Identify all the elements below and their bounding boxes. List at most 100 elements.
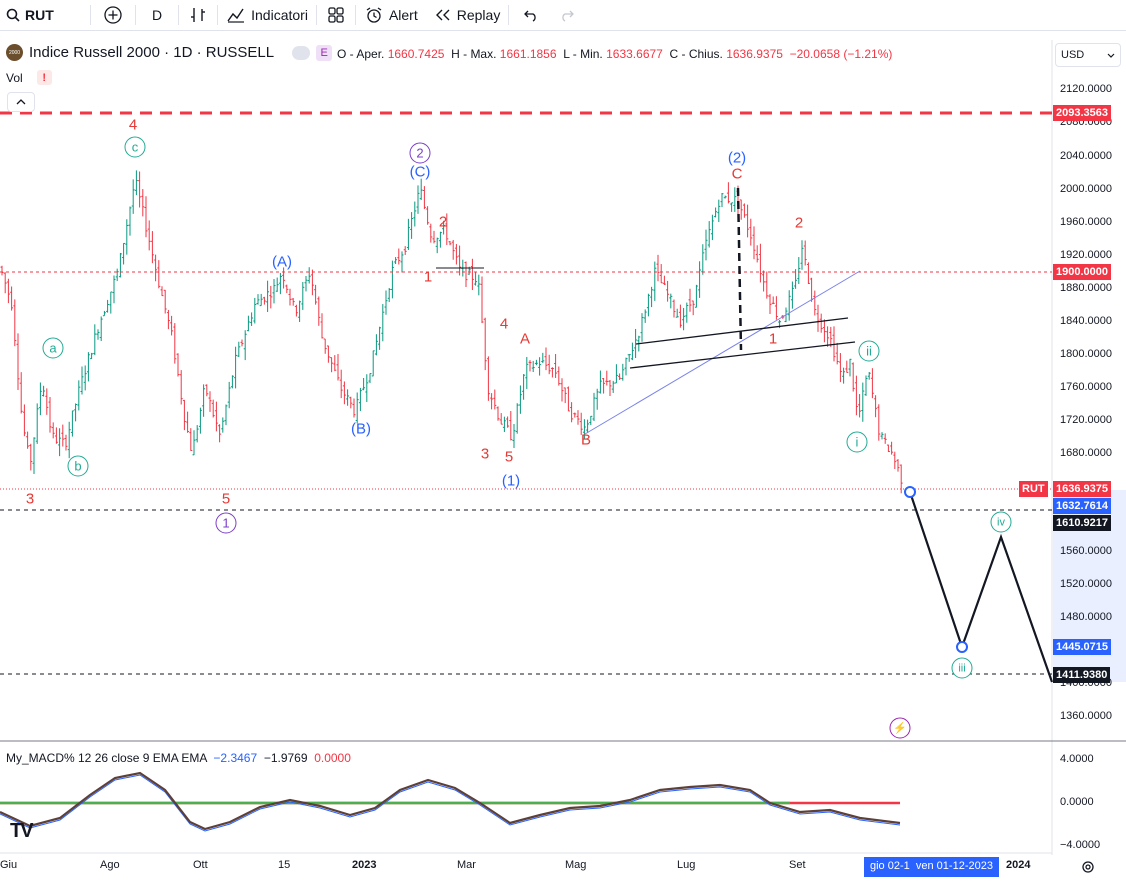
- price-tick: 1800.0000: [1060, 348, 1112, 360]
- wave-label: 1: [423, 268, 433, 286]
- level-price-tag: 1445.0715: [1053, 639, 1111, 655]
- last-price-tag: 1636.9375: [1053, 481, 1111, 497]
- price-tick: 1920.0000: [1060, 249, 1112, 261]
- price-tick: 1840.0000: [1060, 315, 1112, 327]
- interval-label: D: [152, 7, 163, 23]
- divider: [354, 5, 356, 25]
- earnings-badge[interactable]: E: [316, 44, 333, 61]
- wave-label: (2): [727, 149, 747, 167]
- wave-circle-label: c: [124, 136, 146, 158]
- volume-label: Vol: [6, 70, 23, 85]
- close-value: 1636.9375: [726, 47, 783, 61]
- trendline: [635, 317, 849, 345]
- divider: [135, 5, 136, 25]
- macd-zero-value: 0.0000: [314, 751, 351, 765]
- redo-icon: [562, 10, 575, 22]
- wave-circle-label: iii: [951, 657, 973, 679]
- rewind-icon: [435, 9, 450, 21]
- layouts-button[interactable]: [317, 0, 355, 31]
- bars-chart-icon: [191, 8, 206, 22]
- level-price-tag: 1632.7614: [1053, 498, 1111, 514]
- interval-button[interactable]: D: [136, 0, 178, 31]
- price-tick: 2000.0000: [1060, 183, 1112, 195]
- price-bars: [0, 170, 903, 494]
- time-tick: Mar: [457, 859, 476, 871]
- level-price-tag: 1411.9380: [1053, 667, 1111, 683]
- time-tick: Lug: [677, 859, 696, 871]
- currency-label: USD: [1061, 49, 1085, 61]
- macd-tick: 4.0000: [1060, 753, 1094, 765]
- visibility-toggle[interactable]: [292, 45, 311, 60]
- chart-legend-title[interactable]: 2000 Indice Russell 2000 · 1D · RUSSELL …: [6, 44, 333, 61]
- time-tick: 2023: [352, 859, 377, 871]
- price-tick: 2040.0000: [1060, 150, 1112, 162]
- rut-symbol-tag: RUT: [1019, 481, 1048, 497]
- macd-value: −2.3467: [213, 751, 258, 765]
- time-tick: Ago: [100, 859, 120, 871]
- alert-button[interactable]: Alert: [356, 0, 426, 31]
- price-tick: 1520.0000: [1060, 578, 1112, 590]
- projection-node: [904, 486, 916, 498]
- add-circle-icon: [104, 6, 122, 24]
- lightning-icon[interactable]: ⚡: [889, 717, 911, 739]
- wave-label: (1): [501, 472, 521, 490]
- wave-circle-label: i: [846, 431, 868, 453]
- replay-button[interactable]: Replay: [426, 0, 509, 31]
- chevron-up-icon: [16, 99, 26, 105]
- alarm-clock-icon: [366, 7, 382, 23]
- price-tick: 1680.0000: [1060, 447, 1112, 459]
- wave-circle-label: 1: [215, 512, 237, 534]
- time-tick: Giu: [0, 859, 18, 871]
- trendline: [629, 341, 856, 369]
- time-tick: Mag: [565, 859, 587, 871]
- settings-gear-icon[interactable]: [1080, 859, 1096, 875]
- time-tick: Ott: [193, 859, 208, 871]
- projection-node: [956, 641, 968, 653]
- symbol-search[interactable]: RUT: [0, 0, 90, 31]
- macd-tick: −4.0000: [1060, 839, 1101, 851]
- wave-label: 2: [438, 213, 448, 231]
- indicators-icon: [227, 8, 245, 23]
- wave-label: A: [519, 330, 531, 348]
- undo-button[interactable]: [509, 0, 553, 31]
- redo-button[interactable]: [553, 0, 581, 31]
- wave-label: 1: [768, 330, 778, 348]
- price-tick: 1960.0000: [1060, 216, 1112, 228]
- macd-title: My_MACD% 12 26 close 9 EMA EMA: [6, 751, 207, 765]
- level-price-tag: 1610.9217: [1053, 515, 1111, 531]
- chevron-down-icon: [1107, 53, 1115, 58]
- tradingview-logo: TV: [10, 820, 34, 842]
- macd-pane: [0, 771, 901, 832]
- top-toolbar: RUT D Indicatori Alert Replay: [0, 0, 1126, 31]
- drawings: [0, 111, 1054, 683]
- macd-legend[interactable]: My_MACD% 12 26 close 9 EMA EMA −2.3467 −…: [6, 751, 351, 765]
- wave-circle-label: iv: [990, 511, 1012, 533]
- compare-button[interactable]: [91, 0, 135, 31]
- wave-label: 3: [480, 445, 490, 463]
- currency-select[interactable]: USD: [1055, 43, 1121, 67]
- wave-label: (A): [272, 253, 292, 271]
- russell-logo: 2000: [6, 44, 23, 61]
- wave-label: (C): [409, 163, 431, 181]
- price-tick: 1560.0000: [1060, 545, 1112, 557]
- wave-label: (B): [351, 420, 371, 438]
- symbol-description: Indice Russell 2000 · 1D · RUSSELL: [29, 44, 275, 61]
- wave-label: 5: [504, 448, 514, 466]
- macd-tick: 0.0000: [1060, 796, 1094, 808]
- warning-icon[interactable]: !: [36, 70, 52, 85]
- collapse-legend-button[interactable]: [7, 92, 35, 112]
- low-label: L - Min.: [563, 47, 603, 61]
- divider: [315, 5, 317, 25]
- wave-label: 4: [128, 116, 138, 134]
- close-label: C - Chius.: [669, 47, 723, 61]
- divider: [217, 5, 219, 25]
- time-tick: 15: [278, 859, 291, 871]
- crosshair-date-tag: gio 02-1 ven 01-12-2023: [864, 857, 999, 877]
- ohlc-values: O - Aper. 1660.7425 H - Max. 1661.1856 L…: [337, 47, 892, 61]
- grid-layout-icon: [328, 7, 344, 23]
- chart-type-button[interactable]: [179, 0, 217, 31]
- price-tick: 1760.0000: [1060, 381, 1112, 393]
- indicators-button[interactable]: Indicatori: [218, 0, 316, 31]
- volume-legend[interactable]: Vol !: [6, 70, 52, 85]
